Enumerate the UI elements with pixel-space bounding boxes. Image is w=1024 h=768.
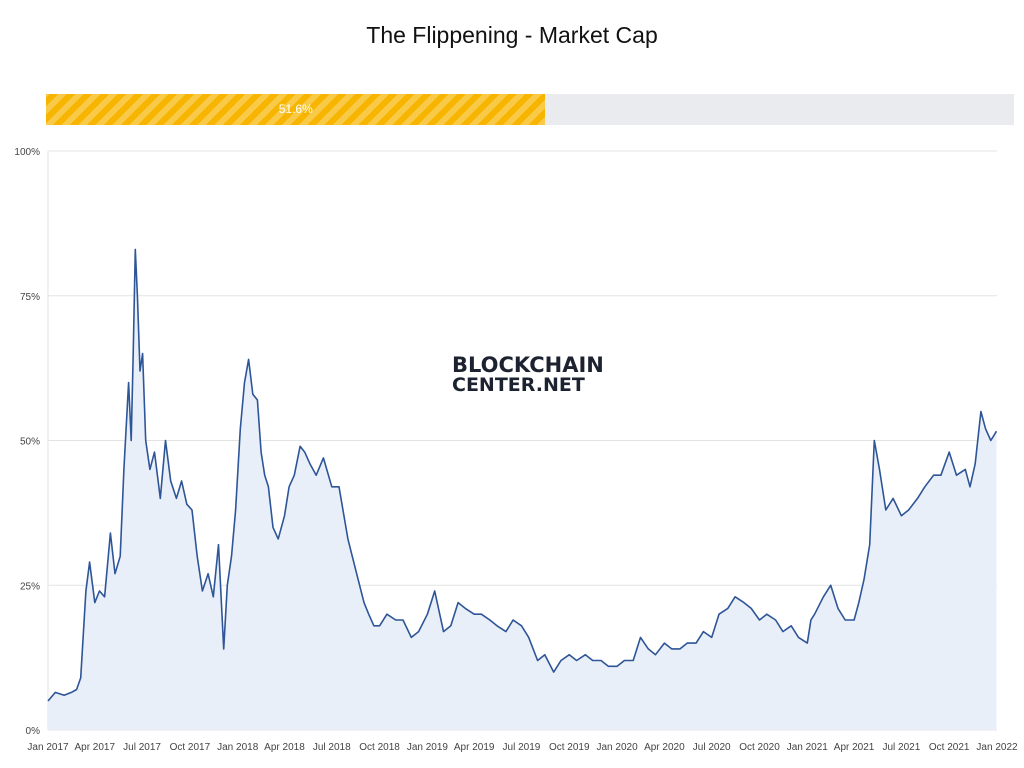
x-tick-label: Jan 2022	[976, 742, 1018, 753]
y-tick-label: 0%	[26, 726, 41, 737]
watermark-line2: CENTER.NET	[452, 374, 585, 396]
watermark-line1: BLOCKCHAIN	[452, 353, 604, 377]
chart-title: The Flippening - Market Cap	[366, 22, 658, 48]
y-tick-label: 75%	[20, 292, 40, 303]
x-tick-label: Oct 2017	[170, 742, 211, 753]
x-tick-label: Apr 2018	[264, 742, 305, 753]
x-tick-label: Jul 2017	[123, 742, 161, 753]
area-fill	[48, 249, 997, 730]
flippening-progress-bar: 51.6%	[46, 94, 1014, 125]
x-tick-label: Jul 2020	[693, 742, 731, 753]
y-tick-label: 25%	[20, 581, 40, 592]
x-tick-label: Jan 2018	[217, 742, 259, 753]
x-tick-label: Oct 2020	[739, 742, 780, 753]
x-tick-label: Oct 2021	[929, 742, 970, 753]
x-tick-label: Jul 2021	[882, 742, 920, 753]
x-tick-label: Apr 2021	[834, 742, 875, 753]
x-tick-label: Jul 2018	[313, 742, 351, 753]
y-tick-label: 100%	[14, 147, 40, 158]
x-tick-label: Jan 2019	[407, 742, 449, 753]
y-tick-label: 50%	[20, 437, 40, 448]
x-tick-label: Jul 2019	[503, 742, 541, 753]
progress-label: 51.6%	[278, 102, 313, 116]
progress-fill	[46, 94, 546, 125]
x-tick-label: Apr 2017	[74, 742, 115, 753]
x-tick-label: Oct 2018	[359, 742, 400, 753]
x-tick-label: Jan 2020	[597, 742, 639, 753]
x-tick-label: Jan 2021	[787, 742, 829, 753]
y-axis-ticks: 0% 25% 50% 75% 100%	[14, 147, 40, 737]
x-axis-ticks: Jan 2017 Apr 2017 Jul 2017 Oct 2017 Jan 2018…	[27, 742, 1018, 753]
x-tick-label: Jan 2017	[27, 742, 69, 753]
series-line	[47, 248, 998, 702]
x-tick-label: Apr 2019	[454, 742, 495, 753]
x-tick-label: Oct 2019	[549, 742, 590, 753]
x-tick-label: Apr 2020	[644, 742, 685, 753]
watermark-logo: BLOCKCHAIN CENTER.NET	[452, 353, 604, 396]
